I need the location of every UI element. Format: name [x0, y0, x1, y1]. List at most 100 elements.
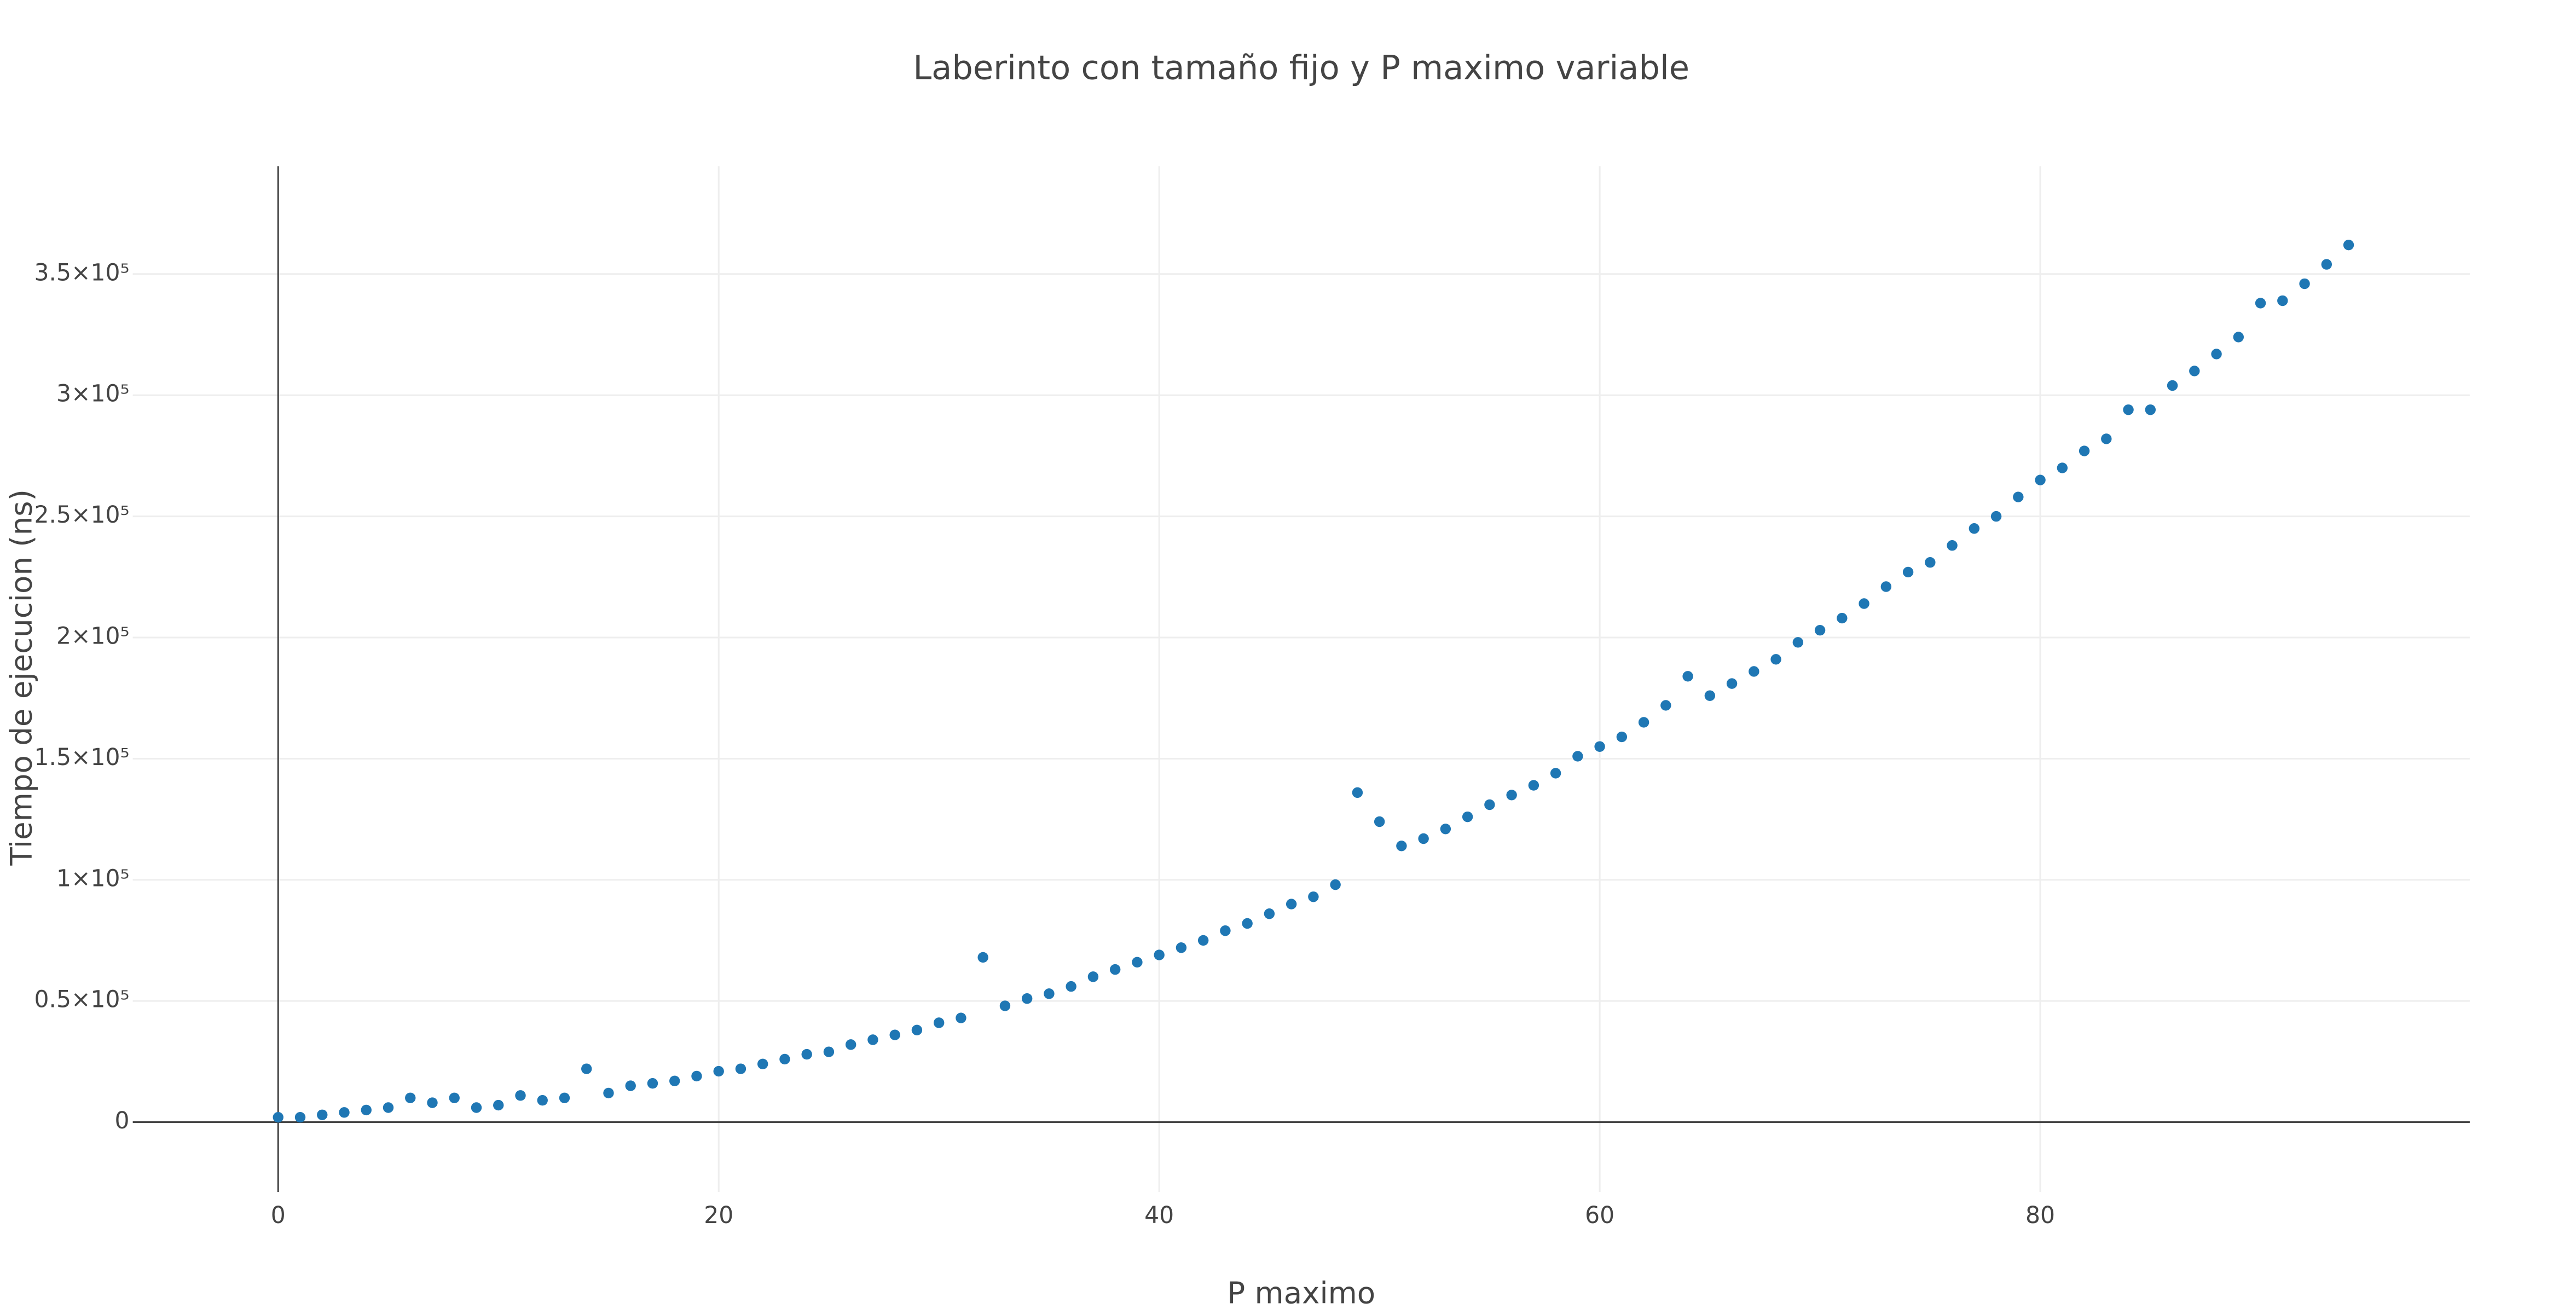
point: [933, 1017, 945, 1028]
point: [405, 1092, 416, 1103]
point: [801, 1048, 812, 1060]
point: [1638, 717, 1649, 728]
point: [361, 1104, 372, 1116]
point: [2299, 278, 2310, 289]
point: [1242, 918, 1253, 929]
point: [581, 1063, 592, 1074]
point: [1440, 824, 1451, 835]
y-tick-label: 1.5×10⁵: [34, 744, 129, 771]
point: [2167, 380, 2178, 391]
x-tick-label: 60: [1585, 1202, 1614, 1229]
point: [493, 1099, 504, 1111]
point: [1770, 654, 1781, 665]
point: [2277, 295, 2288, 306]
point: [1264, 908, 1275, 919]
point: [956, 1012, 966, 1023]
point: [2211, 349, 2222, 360]
y-tick-label: 0: [115, 1108, 130, 1134]
point: [1352, 787, 1363, 798]
point: [977, 952, 988, 963]
point: [1109, 964, 1121, 975]
point: [1550, 768, 1561, 779]
point: [735, 1063, 746, 1074]
point: [1044, 988, 1055, 999]
point: [1880, 581, 1892, 592]
point: [2035, 474, 2046, 485]
point: [1506, 790, 1517, 801]
y-tick-label: 1×10⁵: [56, 865, 130, 892]
point: [1902, 566, 1914, 578]
point: [1528, 780, 1539, 791]
point: [2255, 298, 2266, 309]
point: [1220, 925, 1231, 936]
point: [1154, 949, 1165, 960]
x-tick-label: 0: [271, 1202, 286, 1229]
y-axis-label: Tiempo de ejecucion (ns): [4, 489, 39, 866]
point: [999, 1000, 1011, 1011]
y-tick-label: 0.5×10⁵: [34, 987, 129, 1013]
point: [1330, 879, 1341, 890]
point: [1396, 841, 1407, 851]
point: [889, 1029, 900, 1040]
point: [691, 1070, 702, 1082]
point: [2057, 462, 2068, 473]
point: [1308, 891, 1319, 902]
point: [2101, 433, 2112, 444]
point: [603, 1087, 614, 1099]
point: [515, 1090, 526, 1101]
point: [2145, 404, 2156, 415]
point: [1704, 690, 1716, 701]
point: [339, 1107, 350, 1118]
point: [1616, 731, 1628, 743]
point: [559, 1092, 570, 1103]
point: [1066, 981, 1076, 992]
point: [2013, 491, 2024, 502]
x-tick-label: 80: [2025, 1202, 2055, 1229]
y-tick-label: 3×10⁵: [56, 381, 130, 408]
point: [1132, 957, 1143, 968]
point: [669, 1075, 680, 1086]
point: [1594, 741, 1605, 752]
point: [2321, 259, 2332, 270]
point: [1682, 671, 1693, 682]
point: [1792, 637, 1804, 648]
point: [1814, 625, 1826, 636]
point: [1572, 751, 1583, 762]
chart-title: Laberinto con tamaño fijo y P maximo var…: [913, 49, 1689, 87]
point: [1947, 540, 1958, 551]
y-tick-label: 2×10⁵: [56, 623, 130, 650]
point: [1859, 598, 1869, 609]
point: [845, 1039, 856, 1050]
point: [2343, 239, 2354, 251]
point: [779, 1053, 790, 1065]
point: [2189, 366, 2200, 376]
point: [1197, 935, 1209, 946]
y-tick-label: 2.5×10⁵: [34, 502, 129, 529]
point: [1286, 899, 1297, 910]
point: [1462, 811, 1473, 822]
point: [647, 1078, 658, 1089]
point: [1990, 511, 2002, 522]
point: [1837, 612, 1848, 624]
point: [537, 1095, 548, 1106]
point: [867, 1034, 878, 1045]
point: [1021, 993, 1033, 1004]
point: [1660, 700, 1671, 711]
point: [294, 1111, 306, 1123]
point: [2079, 445, 2090, 456]
point: [625, 1080, 636, 1091]
point: [1374, 816, 1385, 827]
point: [1969, 523, 1980, 534]
point: [823, 1046, 835, 1057]
point: [383, 1102, 394, 1113]
point: [1087, 971, 1099, 982]
point: [471, 1102, 482, 1113]
point: [2123, 404, 2134, 415]
y-tick-label: 3.5×10⁵: [34, 259, 129, 286]
point: [317, 1109, 328, 1120]
x-tick-label: 20: [704, 1202, 733, 1229]
point: [1925, 557, 1936, 568]
point: [757, 1058, 768, 1069]
point: [1418, 833, 1429, 844]
